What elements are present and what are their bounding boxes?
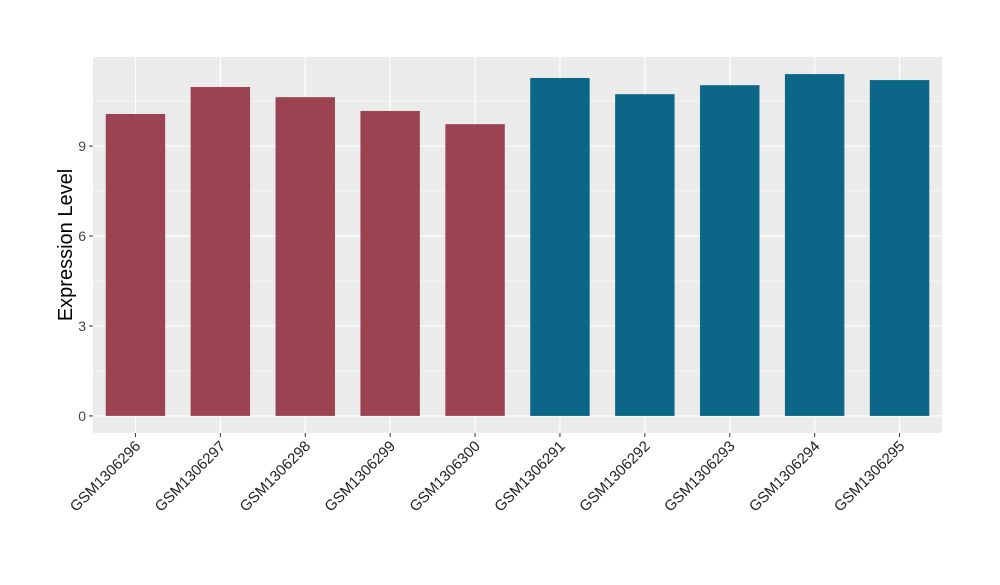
- x-tick-label: GSM1306297: [152, 438, 229, 515]
- bar: [615, 94, 675, 416]
- y-tick-label: 3: [78, 318, 86, 334]
- x-tick-label: GSM1306293: [661, 438, 738, 515]
- x-tick-label: GSM1306294: [746, 438, 823, 515]
- x-tick-label: GSM1306291: [491, 438, 568, 515]
- x-tick-label: GSM1306298: [237, 438, 314, 515]
- y-tick-label: 9: [78, 138, 86, 154]
- x-tick-label: GSM1306296: [67, 438, 144, 515]
- y-axis-label: Expression Level: [55, 169, 77, 321]
- bar: [360, 110, 420, 416]
- bar: [275, 97, 335, 416]
- bar: [190, 86, 251, 416]
- bar: [105, 113, 166, 416]
- y-tick-label: 6: [78, 228, 86, 244]
- bar: [784, 74, 845, 416]
- x-tick-label: GSM1306295: [831, 438, 908, 515]
- bar: [445, 124, 505, 416]
- bar: [869, 80, 930, 416]
- x-tick-label: GSM1306299: [321, 438, 398, 515]
- bar: [700, 85, 760, 416]
- x-tick-label: GSM1306292: [576, 438, 653, 515]
- x-tick-label: GSM1306300: [406, 438, 483, 515]
- bar: [530, 77, 590, 416]
- y-tick-label: 0: [78, 408, 86, 424]
